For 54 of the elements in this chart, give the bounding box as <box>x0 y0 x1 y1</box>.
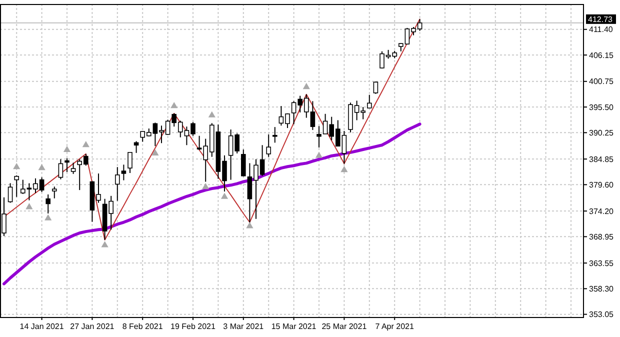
y-tick-label: 395.50 <box>589 102 614 112</box>
candlestick <box>373 81 378 94</box>
point <box>44 214 52 220</box>
point <box>13 162 20 170</box>
candlestick <box>134 140 139 154</box>
x-tick-label: 15 Mar 2021 <box>271 322 317 331</box>
candlestick <box>121 164 126 181</box>
point <box>208 111 216 118</box>
y-tick-label: 411.40 <box>589 25 614 34</box>
point <box>82 141 90 148</box>
candlestick <box>14 174 19 198</box>
y-tick-label: 400.75 <box>589 77 614 86</box>
line-series <box>2 122 422 286</box>
point <box>101 241 108 248</box>
y-tick-label: 406.15 <box>589 50 614 60</box>
y-tick-label: 353.05 <box>589 310 614 320</box>
point <box>170 102 178 108</box>
point <box>152 149 159 156</box>
ref-line-label: 412.73 <box>588 14 614 24</box>
point <box>246 222 254 228</box>
candlestick <box>46 194 50 214</box>
candlestick <box>128 152 132 174</box>
y-tick-label: 374.20 <box>589 206 614 216</box>
candlestick <box>272 126 278 144</box>
y-tick-label: 368.95 <box>589 232 614 242</box>
point <box>315 152 323 158</box>
y-tick-label: 379.60 <box>589 180 614 190</box>
x-tick-label: 27 Jan 2021 <box>70 322 115 331</box>
point <box>340 166 348 172</box>
y-tick-label: 363.55 <box>589 258 614 268</box>
point <box>202 182 210 190</box>
candlestick <box>8 182 13 204</box>
x-tick-label: 8 Feb 2021 <box>122 322 164 331</box>
point <box>63 146 71 152</box>
candlestick <box>70 162 76 174</box>
point <box>38 164 46 170</box>
candlestick <box>58 158 64 180</box>
x-tick-label: 25 Mar 2021 <box>322 322 368 331</box>
candlestick <box>266 134 271 158</box>
x-tick-label: 14 Jan 2021 <box>20 322 64 331</box>
x-tick-label: 7 Apr 2021 <box>375 322 414 331</box>
y-tick-label: 384.85 <box>589 154 614 164</box>
candlestick <box>367 94 372 109</box>
candlestick <box>64 158 70 172</box>
point <box>220 192 228 199</box>
y-tick-label: 358.30 <box>589 284 614 294</box>
candlestick <box>241 149 246 177</box>
candlestick <box>115 166 120 202</box>
x-tick-label: 19 Feb 2021 <box>170 322 216 331</box>
y-tick-label: 390.25 <box>589 128 614 138</box>
candlestick <box>52 186 57 199</box>
point <box>26 203 33 210</box>
point <box>302 82 310 90</box>
x-tick-label: 3 Mar 2021 <box>223 322 264 331</box>
